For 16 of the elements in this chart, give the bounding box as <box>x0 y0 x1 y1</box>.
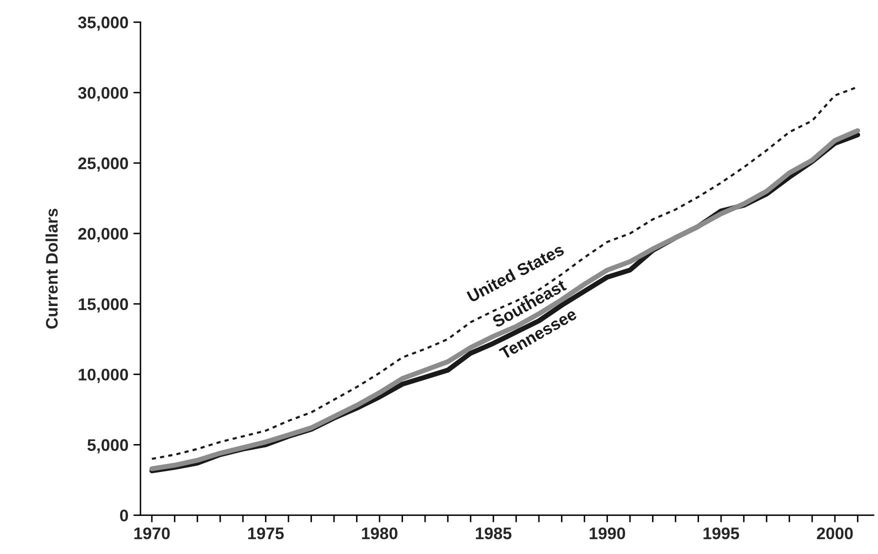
x-tick-label: 1995 <box>704 527 740 540</box>
y-tick-label: 15,000 <box>78 298 128 313</box>
y-tick-label: 10,000 <box>78 368 128 383</box>
y-tick-label: 20,000 <box>78 228 128 242</box>
x-tick-label: 2000 <box>816 527 853 540</box>
x-tick-label: 1970 <box>134 527 170 540</box>
y-tick-label: 25,000 <box>78 157 128 172</box>
y-tick-label: 30,000 <box>78 87 128 102</box>
x-tick-label: 1975 <box>248 527 284 540</box>
x-tick-label: 1985 <box>476 527 512 540</box>
y-axis-title: Current Dollars <box>46 208 58 329</box>
y-tick-label: 0 <box>120 510 128 522</box>
x-tick-label: 1980 <box>362 527 398 540</box>
y-tick-label: 5,000 <box>87 439 128 454</box>
x-tick-label: 1990 <box>590 527 626 540</box>
y-tick-label: 35,000 <box>78 16 128 31</box>
